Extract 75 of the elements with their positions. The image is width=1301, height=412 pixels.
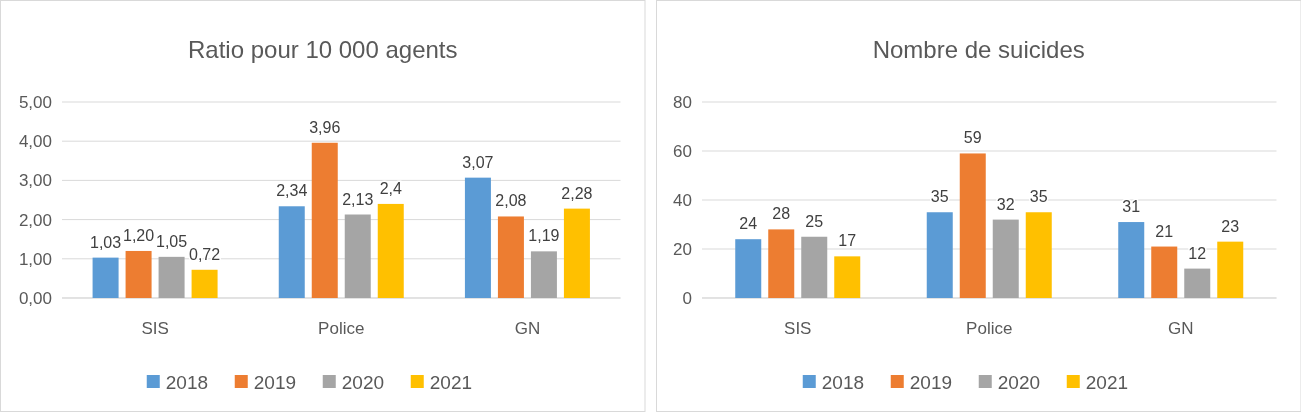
data-label: 1,03 xyxy=(90,233,122,251)
bar xyxy=(1117,222,1144,298)
data-label: 0,72 xyxy=(189,245,221,263)
x-tick-label: Police xyxy=(965,319,1012,338)
y-tick-label: 2,00 xyxy=(18,210,52,230)
data-label: 3,96 xyxy=(309,118,341,136)
data-label: 2,08 xyxy=(495,192,527,210)
bar xyxy=(1150,246,1177,298)
chart-title: Nombre de suicides xyxy=(872,36,1085,63)
y-tick-label: 4,00 xyxy=(18,132,52,152)
data-label: 3,07 xyxy=(462,153,494,171)
bar xyxy=(1025,212,1052,298)
y-tick-label: 20 xyxy=(672,239,692,259)
bar xyxy=(926,212,953,298)
bar xyxy=(311,142,338,298)
legend-label: 2019 xyxy=(909,371,952,393)
legend-label: 2020 xyxy=(997,371,1040,393)
legend-label: 2019 xyxy=(253,371,297,393)
bar xyxy=(344,214,371,298)
x-tick-label: SIS xyxy=(141,319,169,338)
bar xyxy=(992,219,1019,298)
legend-label: 2020 xyxy=(341,371,385,393)
data-label: 2,34 xyxy=(276,182,308,200)
data-label: 24 xyxy=(738,215,757,233)
y-tick-label: 1,00 xyxy=(18,249,52,269)
bar xyxy=(767,229,794,298)
bar xyxy=(959,153,986,298)
bar xyxy=(125,250,152,298)
bar xyxy=(530,251,557,298)
y-tick-label: 60 xyxy=(672,141,692,161)
bar xyxy=(1216,241,1243,298)
bar xyxy=(833,256,860,298)
data-label: 1,05 xyxy=(156,232,188,250)
data-label: 1,20 xyxy=(123,226,155,244)
legend-label: 2021 xyxy=(429,371,473,393)
data-label: 2,28 xyxy=(561,184,593,202)
x-tick-label: SIS xyxy=(783,319,811,338)
bar xyxy=(191,269,218,298)
data-label: 21 xyxy=(1154,222,1173,240)
legend-label: 2021 xyxy=(1085,371,1128,393)
bar xyxy=(158,256,185,298)
data-label: 2,13 xyxy=(342,190,374,208)
y-tick-label: 5,00 xyxy=(18,92,52,112)
y-tick-label: 0 xyxy=(682,288,692,308)
bar xyxy=(497,216,524,298)
data-label: 17 xyxy=(837,232,856,250)
bar xyxy=(464,177,491,298)
data-label: 32 xyxy=(996,195,1015,213)
x-tick-label: GN xyxy=(1167,319,1193,338)
bar xyxy=(1183,268,1210,298)
bar xyxy=(92,257,119,298)
y-tick-label: 80 xyxy=(672,92,692,112)
bar xyxy=(800,236,827,298)
chart-title: Ratio pour 10 000 agents xyxy=(187,36,458,63)
legend-label: 2018 xyxy=(165,371,209,393)
data-label: 59 xyxy=(963,129,982,147)
data-label: 1,19 xyxy=(528,227,560,245)
data-label: 25 xyxy=(804,212,823,230)
bar xyxy=(278,206,305,298)
data-label: 28 xyxy=(771,205,790,223)
data-label: 35 xyxy=(930,188,949,206)
data-label: 31 xyxy=(1121,198,1140,216)
y-tick-label: 0,00 xyxy=(18,288,52,308)
y-tick-label: 40 xyxy=(672,190,692,210)
x-tick-label: GN xyxy=(514,319,541,338)
bar xyxy=(734,239,761,298)
data-label: 35 xyxy=(1029,188,1048,206)
data-label: 12 xyxy=(1187,244,1206,262)
data-label: 23 xyxy=(1220,217,1239,235)
bar xyxy=(563,208,590,298)
y-tick-label: 3,00 xyxy=(18,171,52,191)
data-label: 2,4 xyxy=(379,179,402,197)
bar xyxy=(377,203,404,298)
x-tick-label: Police xyxy=(318,319,365,338)
legend-label: 2018 xyxy=(821,371,864,393)
